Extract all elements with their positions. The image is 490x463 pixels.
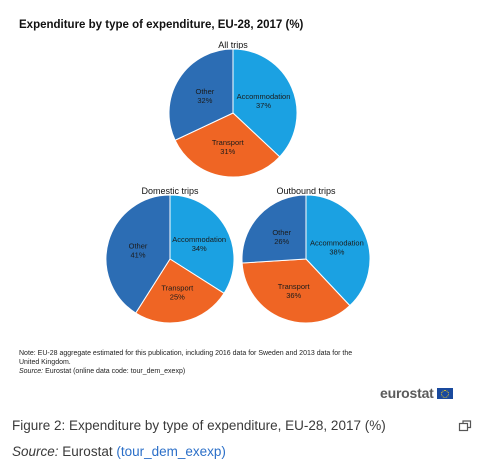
pie-title-domestic-trips: Domestic trips bbox=[141, 186, 199, 196]
pie-title-all-trips: All trips bbox=[218, 40, 248, 50]
slice-domestic-trips-transport bbox=[135, 258, 225, 324]
note-source-text: Eurostat (online data code: tour_dem_exe… bbox=[45, 368, 186, 375]
source-text: Eurostat bbox=[62, 444, 113, 459]
slice-label-outbound-trips-other: Other bbox=[272, 228, 291, 237]
slice-label-outbound-trips-accommodation: Accommodation bbox=[310, 239, 364, 248]
pie-charts: Accommodation37%Transport31%Other32%Acco… bbox=[105, 48, 371, 324]
source-label: Source: bbox=[12, 444, 59, 459]
chart-figure: Expenditure by type of expenditure, EU-2… bbox=[19, 19, 453, 401]
slice-label-all-trips-accommodation: Accommodation bbox=[237, 92, 291, 101]
brand-name: eurostat bbox=[380, 385, 434, 401]
slice-label-domestic-trips-transport: Transport bbox=[161, 284, 194, 293]
note-source-label: Source: bbox=[19, 368, 44, 375]
slice-value-outbound-trips-transport: 36% bbox=[286, 291, 301, 300]
slice-outbound-trips-other bbox=[241, 194, 307, 264]
chart-title: Expenditure by type of expenditure, EU-2… bbox=[19, 19, 304, 31]
slice-value-all-trips-transport: 31% bbox=[220, 147, 235, 156]
slice-value-outbound-trips-other: 26% bbox=[274, 237, 289, 246]
slice-outbound-trips-transport bbox=[241, 258, 351, 324]
slice-label-all-trips-transport: Transport bbox=[212, 138, 245, 147]
slice-value-all-trips-accommodation: 37% bbox=[256, 101, 271, 110]
slice-value-outbound-trips-accommodation: 38% bbox=[329, 248, 344, 257]
expand-icon[interactable] bbox=[458, 419, 472, 433]
slice-all-trips-transport bbox=[174, 112, 281, 178]
figure-caption: Figure 2: Expenditure by type of expendi… bbox=[12, 418, 386, 433]
eurostat-logo: eurostat bbox=[380, 385, 453, 401]
eu-flag-icon bbox=[436, 387, 453, 399]
chart-note: Note: EU-28 aggregate estimated for this… bbox=[19, 349, 359, 376]
slice-value-domestic-trips-other: 41% bbox=[130, 251, 145, 260]
source-link[interactable]: (tour_dem_exexp) bbox=[116, 444, 226, 459]
slice-domestic-trips-other bbox=[105, 194, 171, 314]
slice-value-domestic-trips-transport: 25% bbox=[170, 293, 185, 302]
note-source: Source: Eurostat (online data code: tour… bbox=[19, 367, 359, 376]
slice-value-domestic-trips-accommodation: 34% bbox=[192, 244, 207, 253]
slice-label-outbound-trips-transport: Transport bbox=[278, 282, 311, 291]
note-text: Note: EU-28 aggregate estimated for this… bbox=[19, 350, 353, 366]
slice-label-all-trips-other: Other bbox=[196, 87, 215, 96]
slice-label-domestic-trips-other: Other bbox=[129, 242, 148, 251]
slice-outbound-trips-accommodation bbox=[305, 194, 371, 307]
slice-all-trips-accommodation bbox=[232, 48, 298, 158]
pie-title-outbound-trips: Outbound trips bbox=[276, 186, 336, 196]
slice-value-all-trips-other: 32% bbox=[197, 96, 212, 105]
figure-source: Source: Eurostat (tour_dem_exexp) bbox=[12, 444, 226, 459]
slice-label-domestic-trips-accommodation: Accommodation bbox=[172, 235, 226, 244]
slice-all-trips-other bbox=[168, 48, 234, 141]
